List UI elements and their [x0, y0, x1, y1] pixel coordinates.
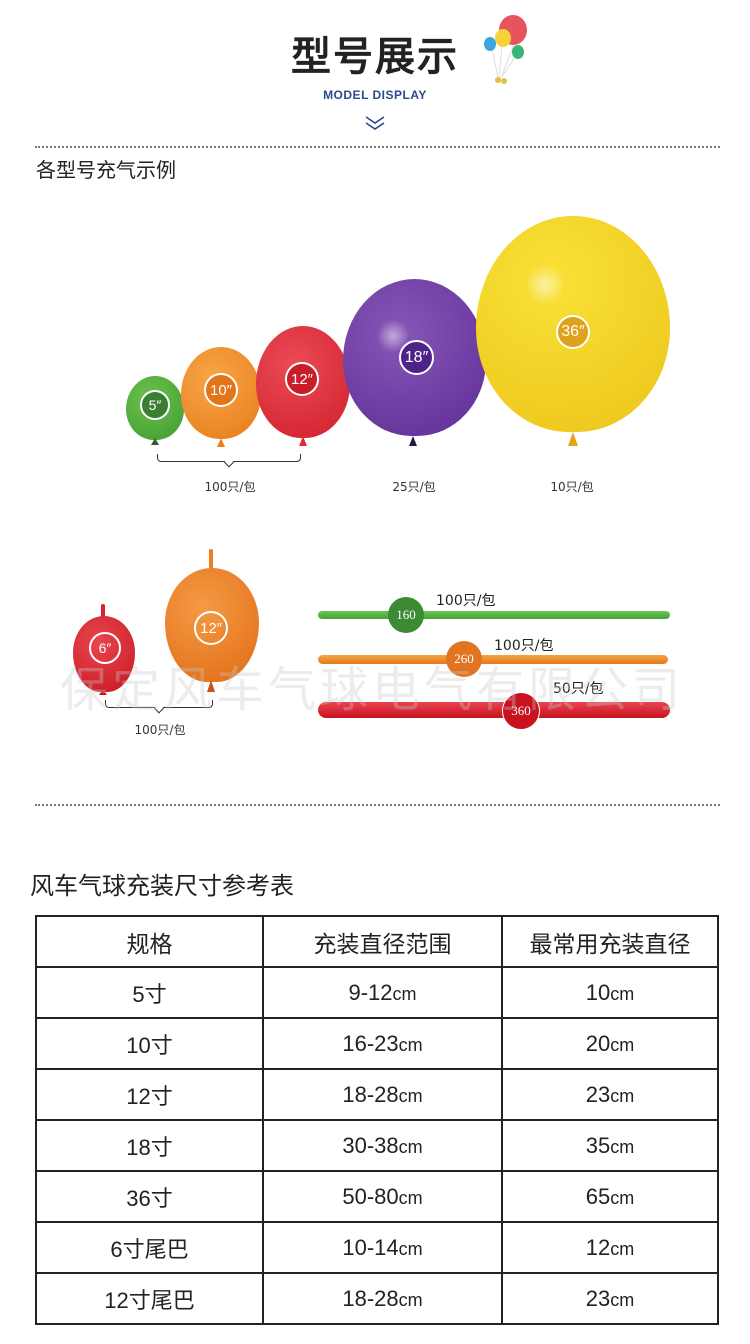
page-title: 型号展示 [291, 34, 459, 80]
group-bracket [105, 700, 213, 708]
size-badge: 360 [502, 692, 540, 730]
table-row: 5寸 9-12cm 10cm [35, 966, 719, 1019]
cell-range: 30-38cm [262, 1119, 503, 1172]
size-badge: 36″ [556, 315, 590, 349]
cell-range: 50-80cm [262, 1170, 503, 1223]
cell-spec: 12寸 [35, 1068, 264, 1121]
size-badge: 5″ [140, 390, 170, 420]
table-row: 12寸尾巴 18-28cm 23cm [35, 1272, 719, 1325]
column-header-range: 充装直径范围 [262, 915, 503, 968]
cell-common: 12cm [501, 1221, 719, 1274]
cell-range: 18-28cm [262, 1068, 503, 1121]
size-badge: 160 [388, 597, 424, 633]
cell-common: 23cm [501, 1068, 719, 1121]
cell-spec: 5寸 [35, 966, 264, 1019]
size-badge: 6″ [89, 632, 121, 664]
balloons-cluster-icon [484, 15, 527, 84]
cell-common: 10cm [501, 966, 719, 1019]
chevron-double-down-icon [365, 116, 385, 130]
section-title-inflation-examples: 各型号充气示例 [36, 158, 176, 182]
cell-common: 65cm [501, 1170, 719, 1223]
pack-count-label: 100只/包 [436, 593, 496, 609]
cell-spec: 12寸尾巴 [35, 1272, 264, 1325]
divider [35, 146, 720, 148]
cell-spec: 10寸 [35, 1017, 264, 1070]
size-badge: 12″ [285, 362, 319, 396]
size-badge: 10″ [204, 373, 238, 407]
size-badge: 12″ [194, 611, 228, 645]
cell-range: 18-28cm [262, 1272, 503, 1325]
table-row: 36寸 50-80cm 65cm [35, 1170, 719, 1223]
pack-count-label: 100只/包 [204, 480, 256, 494]
table-row: 6寸尾巴 10-14cm 12cm [35, 1221, 719, 1274]
divider [35, 804, 720, 806]
cell-range: 10-14cm [262, 1221, 503, 1274]
table-row: 10寸 16-23cm 20cm [35, 1017, 719, 1070]
size-badge: 260 [446, 641, 482, 677]
table-header-row: 规格 充装直径范围 最常用充装直径 [35, 915, 719, 968]
pack-count-label: 10只/包 [550, 480, 594, 494]
cell-spec: 18寸 [35, 1119, 264, 1172]
pack-count-label: 100只/包 [494, 638, 554, 654]
section-title-size-reference: 风车气球充装尺寸参考表 [30, 872, 294, 900]
page-subtitle: MODEL DISPLAY [323, 88, 427, 102]
cell-range: 16-23cm [262, 1017, 503, 1070]
table-row: 12寸 18-28cm 23cm [35, 1068, 719, 1121]
cell-common: 23cm [501, 1272, 719, 1325]
pack-count-label: 50只/包 [553, 681, 604, 697]
size-reference-table: 规格 充装直径范围 最常用充装直径 5寸 9-12cm 10cm 10寸 16-… [35, 915, 719, 1325]
size-badge: 18″ [399, 340, 434, 375]
column-header-common: 最常用充装直径 [501, 915, 719, 968]
cell-common: 20cm [501, 1017, 719, 1070]
cell-range: 9-12cm [262, 966, 503, 1019]
cell-common: 35cm [501, 1119, 719, 1172]
cell-spec: 36寸 [35, 1170, 264, 1223]
cell-spec: 6寸尾巴 [35, 1221, 264, 1274]
pack-count-label: 25只/包 [392, 480, 436, 494]
table-row: 18寸 30-38cm 35cm [35, 1119, 719, 1172]
column-header-spec: 规格 [35, 915, 264, 968]
pack-count-label: 100只/包 [134, 723, 186, 737]
group-bracket [157, 454, 301, 462]
